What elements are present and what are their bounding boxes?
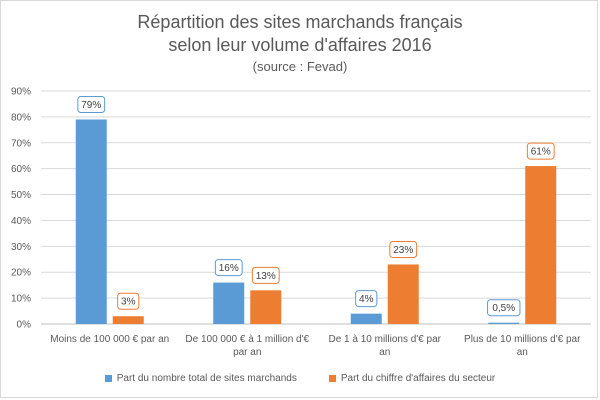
x-tick-label: De 100 000 € à 1 million d'€ <box>185 334 309 345</box>
x-tick-label: an <box>517 347 528 358</box>
data-label: 79% <box>81 100 101 111</box>
data-label-box <box>251 266 280 284</box>
data-label: 16% <box>219 263 239 274</box>
x-tick-label: par an <box>233 347 261 358</box>
legend-label-series-1: Part du nombre total de sites marchands <box>116 373 297 384</box>
bar <box>350 313 382 324</box>
data-label-box <box>355 290 378 308</box>
y-tick-label: 70% <box>11 138 31 149</box>
y-tick-label: 60% <box>11 164 31 175</box>
y-tick-label: 10% <box>11 294 31 305</box>
bar <box>250 290 282 324</box>
y-tick-label: 20% <box>11 268 31 279</box>
y-tick-label: 90% <box>11 87 31 98</box>
y-tick-label: 30% <box>11 242 31 253</box>
chart-title-line-2: selon leur volume d'affaires 2016 <box>168 35 432 55</box>
chart-legend: Part du nombre total de sites marchands … <box>1 373 599 384</box>
x-tick-label: De 1 à 10 millions d'€ par <box>328 334 441 345</box>
legend-swatch-series-1 <box>104 375 112 382</box>
x-tick-label: an <box>379 347 390 358</box>
data-label-box <box>77 95 106 113</box>
legend-item-series-2: Part du chiffre d'affaires du secteur <box>328 373 496 384</box>
data-label-box <box>487 299 521 317</box>
y-tick-label: 50% <box>11 190 31 201</box>
data-label-box <box>117 292 140 310</box>
data-label: 0,5% <box>492 303 515 314</box>
data-label-box <box>389 240 418 258</box>
legend-item-series-1: Part du nombre total de sites marchands <box>104 373 297 384</box>
y-tick-label: 0% <box>17 320 32 331</box>
bar <box>525 166 557 324</box>
bar <box>112 316 144 324</box>
data-label: 13% <box>256 271 276 282</box>
chart-title: Répartition des sites marchands français <box>137 12 463 32</box>
bar <box>213 282 245 324</box>
data-label-box <box>526 142 555 160</box>
bar <box>75 119 107 324</box>
data-label-box <box>214 259 243 277</box>
chart-title-block: Répartition des sites marchands français… <box>1 11 599 77</box>
data-label: 61% <box>531 147 551 158</box>
y-tick-label: 40% <box>11 216 31 227</box>
data-label: 3% <box>121 297 136 308</box>
legend-label-series-2: Part du chiffre d'affaires du secteur <box>340 373 496 384</box>
data-label: 4% <box>359 294 374 305</box>
data-label: 23% <box>393 245 413 256</box>
x-tick-label: Moins de 100 000 € par an <box>50 334 169 345</box>
x-tick-label: Plus de 10 millions d'€ par <box>464 334 581 345</box>
y-tick-label: 80% <box>11 112 31 123</box>
bar <box>488 322 520 324</box>
bar <box>387 264 419 324</box>
chart-subtitle: (source : Fevad) <box>252 59 348 74</box>
legend-swatch-series-2 <box>328 375 336 382</box>
